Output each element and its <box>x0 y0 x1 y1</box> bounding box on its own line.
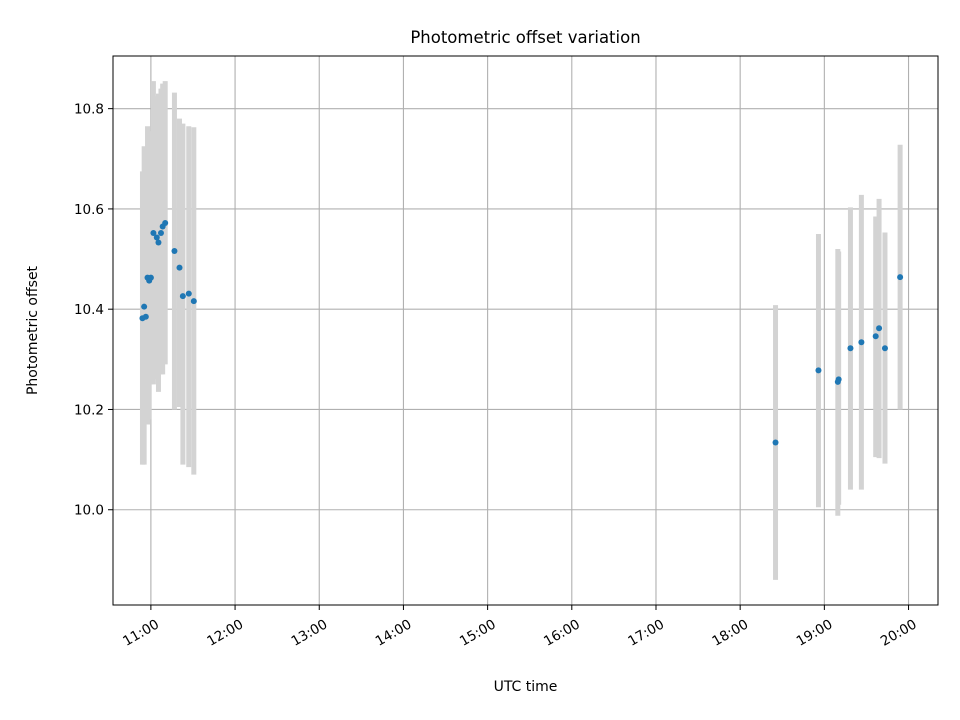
y-axis-title: Photometric offset <box>25 265 41 395</box>
grid-lines <box>113 56 938 605</box>
chart-title: Photometric offset variation <box>410 28 640 47</box>
data-point <box>815 367 822 374</box>
data-point <box>835 376 842 383</box>
data-point <box>176 264 183 271</box>
data-point <box>153 234 160 241</box>
data-point <box>881 345 888 352</box>
data-point <box>179 293 186 300</box>
data-point <box>147 274 154 281</box>
y-tick-label: 10.2 <box>74 402 104 418</box>
data-point <box>858 339 865 346</box>
data-point <box>876 325 883 332</box>
y-tick-label: 10.6 <box>74 202 104 218</box>
y-tick-label: 10.0 <box>74 503 104 519</box>
data-points <box>139 219 904 446</box>
data-point <box>141 303 148 310</box>
y-tick-label: 10.4 <box>74 302 104 318</box>
data-point <box>157 229 164 236</box>
data-point <box>897 274 904 281</box>
data-point <box>190 298 197 305</box>
data-point <box>155 239 162 246</box>
plot-frame <box>112 55 939 606</box>
data-point <box>185 290 192 297</box>
x-axis-title: UTC time <box>494 679 558 695</box>
data-point <box>872 333 879 340</box>
data-point <box>772 439 779 446</box>
data-point <box>142 313 149 320</box>
data-point <box>847 345 854 352</box>
y-tick-label: 10.8 <box>74 102 104 118</box>
data-point <box>162 219 169 226</box>
data-point <box>171 248 178 255</box>
y-axis-ticks: 10.0 10.2 10.4 10.6 10.8 <box>74 102 113 519</box>
data-point <box>150 229 157 236</box>
